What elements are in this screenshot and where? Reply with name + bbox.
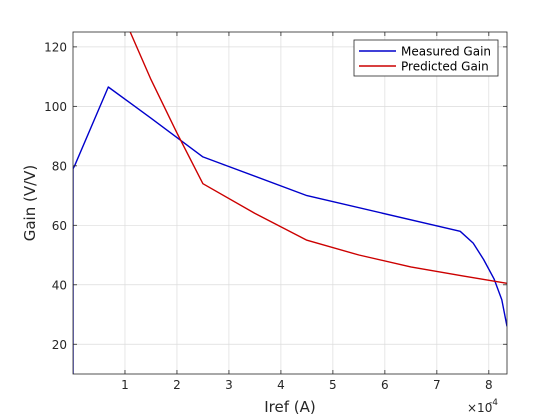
y-axis-ticks: 20 40 60 80 100 120: [44, 40, 507, 352]
y-axis-label: Gain (V/V): [21, 165, 39, 242]
plot-frame: [72, 31, 508, 375]
legend-label: Predicted Gain: [401, 60, 489, 74]
x-tick-label: 1: [121, 378, 129, 392]
x-exponent-power: -4: [489, 398, 498, 408]
y-tick-label: 120: [44, 40, 67, 54]
legend-box: [353, 39, 499, 77]
y-tick-label: 60: [52, 219, 67, 233]
x-tick-label: 6: [381, 378, 389, 392]
x-axis-exponent: ×10 -4: [467, 398, 498, 415]
y-tick-label: 20: [52, 338, 67, 352]
series-line-predicted-gain: [129, 32, 507, 284]
x-gridlines: [124, 32, 490, 374]
legend-label: Measured Gain: [401, 45, 491, 59]
x-exponent-base: ×10: [467, 401, 492, 415]
x-tick-label: 5: [329, 378, 337, 392]
y-tick-label: 100: [44, 100, 67, 114]
x-tick-label: 4: [277, 378, 285, 392]
x-axis-label: Iref (A): [264, 398, 316, 416]
x-tick-label: 8: [485, 378, 493, 392]
y-tick-label: 40: [52, 278, 67, 292]
y-tick-label: 80: [52, 159, 67, 173]
x-axis-ticks: 1 2 3 4 5 6 7 8: [121, 32, 493, 392]
x-tick-label: 2: [173, 378, 181, 392]
x-tick-label: 3: [225, 378, 233, 392]
plot-area: [73, 32, 507, 374]
x-tick-label: 7: [433, 378, 441, 392]
